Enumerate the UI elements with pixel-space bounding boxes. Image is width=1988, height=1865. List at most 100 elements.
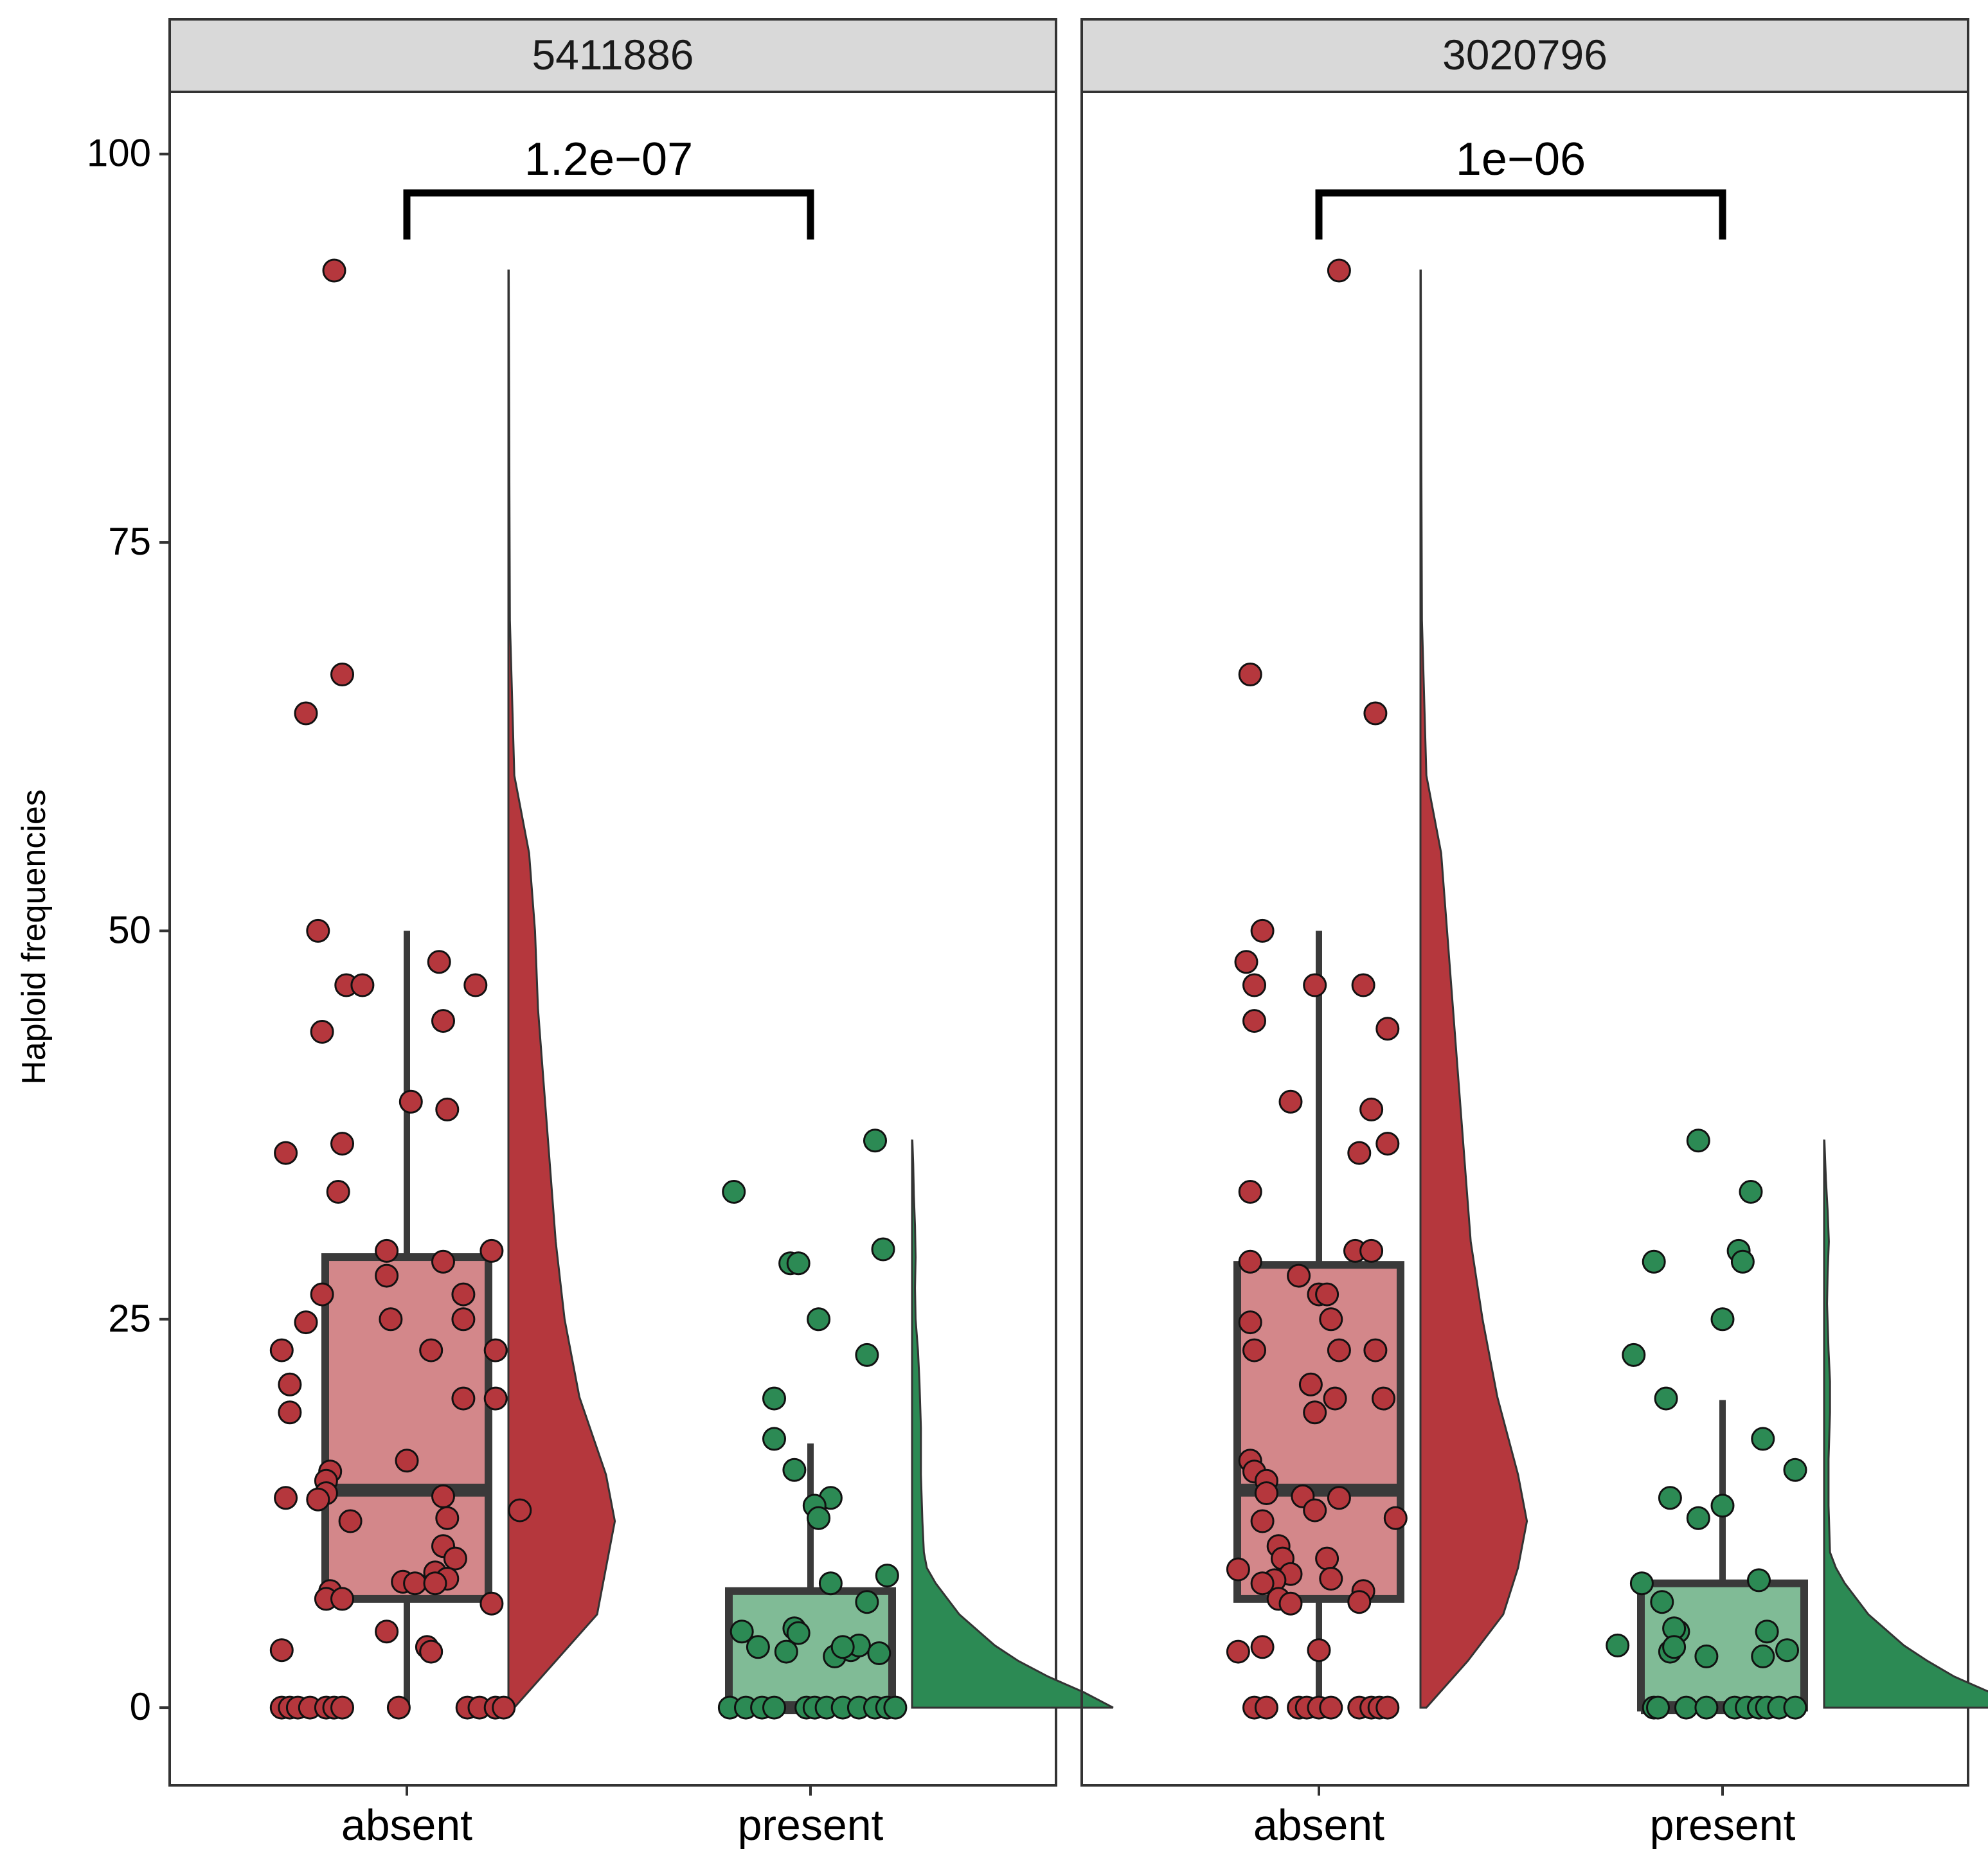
data-point — [386, 1695, 411, 1720]
data-point — [762, 1695, 786, 1720]
x-tick-label: present — [1650, 1801, 1796, 1850]
x-tick-label: absent — [1253, 1801, 1384, 1850]
data-point — [786, 1251, 810, 1276]
facet-title: 3020796 — [1442, 31, 1607, 78]
data-point — [274, 1141, 298, 1165]
data-point — [338, 1509, 363, 1533]
data-point — [1238, 1180, 1262, 1204]
data-point — [451, 1282, 476, 1307]
y-axis-label: Haploid frequencies — [15, 789, 53, 1085]
data-point — [375, 1263, 399, 1288]
data-point — [1646, 1695, 1670, 1720]
data-point — [1315, 1282, 1339, 1307]
data-point — [1694, 1695, 1719, 1720]
x-tick-label: absent — [341, 1801, 472, 1850]
data-point — [278, 1372, 302, 1397]
data-point — [306, 1487, 330, 1512]
data-point — [269, 1638, 294, 1663]
group-present: present — [1606, 1129, 1988, 1850]
data-point — [807, 1506, 831, 1530]
data-point — [375, 1620, 399, 1644]
data-point — [855, 1343, 879, 1367]
data-point — [1783, 1458, 1807, 1482]
box-absent — [1233, 1261, 1404, 1603]
data-point — [1250, 1635, 1275, 1659]
data-point — [463, 973, 488, 997]
y-tick-label: 100 — [87, 132, 151, 175]
facet-title: 5411886 — [532, 31, 694, 78]
data-point — [1238, 1249, 1262, 1274]
group-absent: absent — [1226, 258, 1528, 1850]
data-point — [1654, 1386, 1678, 1411]
data-point — [395, 1449, 419, 1473]
data-point — [294, 701, 318, 726]
facet-strip — [1080, 18, 1969, 93]
data-point — [1250, 918, 1275, 943]
data-point — [451, 1386, 476, 1411]
group-present: present — [717, 1129, 1114, 1850]
data-point — [1383, 1506, 1408, 1530]
data-point — [1327, 258, 1351, 283]
data-point — [1751, 1427, 1775, 1451]
y-tick-label: 50 — [108, 908, 151, 951]
data-point — [830, 1635, 855, 1659]
data-point — [1303, 1498, 1327, 1522]
data-point — [883, 1695, 908, 1720]
data-point — [1319, 1307, 1343, 1332]
data-point — [1686, 1129, 1710, 1153]
data-point — [330, 1587, 354, 1611]
data-point — [508, 1498, 532, 1522]
data-point — [398, 1089, 423, 1114]
data-point — [330, 1132, 354, 1156]
data-point — [1307, 1638, 1331, 1663]
data-point — [419, 1639, 443, 1664]
data-point — [855, 1590, 879, 1614]
data-point — [423, 1571, 447, 1596]
data-point — [443, 1546, 467, 1571]
data-point — [1650, 1590, 1674, 1614]
data-point — [1238, 1310, 1262, 1335]
data-point — [1375, 1017, 1400, 1041]
data-point — [1351, 973, 1375, 997]
data-point — [1278, 1591, 1303, 1616]
panel-border — [168, 91, 1057, 1787]
data-point — [863, 1129, 887, 1153]
data-point — [431, 1249, 455, 1274]
data-point — [782, 1458, 807, 1482]
data-point — [1606, 1633, 1630, 1657]
data-point — [1363, 701, 1388, 726]
data-point — [350, 973, 375, 997]
data-point — [1242, 1338, 1266, 1362]
data-point — [1686, 1506, 1710, 1530]
data-point — [1327, 1338, 1351, 1362]
data-point — [875, 1564, 899, 1588]
data-point — [730, 1620, 754, 1644]
data-point — [322, 258, 346, 283]
data-point — [330, 1695, 354, 1720]
data-point — [1250, 1571, 1275, 1596]
data-point — [483, 1386, 508, 1411]
data-point — [1730, 1249, 1755, 1274]
data-point — [1242, 1009, 1266, 1033]
data-point — [1254, 1695, 1278, 1720]
data-point — [403, 1571, 427, 1596]
significance-bracket — [403, 189, 814, 240]
data-point — [492, 1695, 516, 1720]
data-point — [479, 1238, 504, 1263]
violin-absent — [507, 269, 616, 1709]
data-point — [306, 918, 330, 943]
panels: 5411886 absent present 1.2e−07 3020796 absent… — [168, 18, 1988, 1850]
data-point — [294, 1310, 318, 1335]
data-point — [1298, 1372, 1323, 1397]
y-tick-label: 25 — [108, 1297, 151, 1340]
data-point — [479, 1591, 504, 1616]
data-point — [1359, 1238, 1384, 1263]
data-point — [375, 1238, 399, 1263]
data-point — [786, 1621, 810, 1645]
data-point — [379, 1307, 403, 1332]
data-point — [427, 950, 451, 974]
data-point — [269, 1338, 294, 1362]
data-point — [746, 1635, 770, 1659]
group-absent: absent — [269, 258, 616, 1850]
y-tick-label: 75 — [108, 520, 151, 563]
